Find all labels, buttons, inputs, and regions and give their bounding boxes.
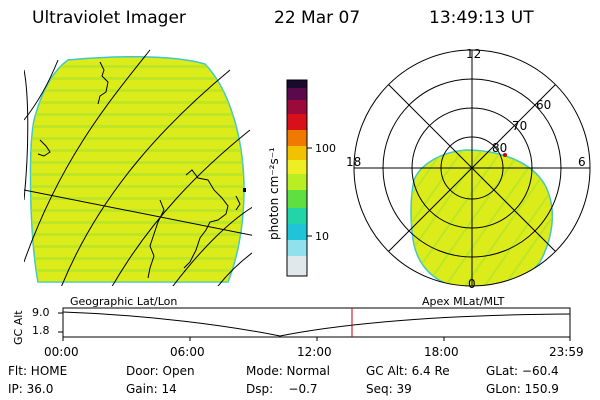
date-label: 22 Mar 07 [274,8,361,28]
colorbar-tick-10: 10 [315,230,329,243]
timeline-y-label: GC Alt [12,310,25,345]
timeline-y-tick-max: 9.0 [32,306,50,319]
info-seq: Seq: 39 [366,382,412,396]
info-gc-alt: GC Alt: 6.4 Re [366,364,450,378]
info-ip: IP: 36.0 [8,382,54,396]
mlt-label-12: 12 [466,47,481,61]
info-dsp: Dsp: −0.7 [246,382,318,396]
timeline-x-tick-0: 00:00 [44,345,79,359]
timeline-x-tick-2: 12:00 [297,345,332,359]
geographic-map [24,49,252,286]
info-mode: Mode: Normal [246,364,330,378]
mlat-label-70: 70 [512,119,527,133]
graticule [24,49,252,286]
timeline-x-tick-1: 06:00 [170,345,205,359]
mlt-label-0: 0 [468,277,476,291]
coastlines [37,61,241,279]
mlat-label-60: 60 [536,98,551,112]
mlt-label-18: 18 [346,155,361,169]
info-glat: GLat: −60.4 [486,364,559,378]
colorbar: 100 10 photon cm⁻²s⁻¹ [267,79,336,277]
altitude-timeline: GC Alt [12,307,571,345]
info-flight: Flt: HOME [8,364,68,378]
timeline-x-tick-4: 23:59 [549,345,584,359]
mlat-label-80: 80 [492,141,507,155]
info-gain: Gain: 14 [126,382,177,396]
colorbar-unit-label: photon cm⁻²s⁻¹ [267,147,281,240]
altitude-curve [62,311,571,337]
instrument-title: Ultraviolet Imager [32,8,186,28]
polar-plot: 12 18 6 0 60 70 80 [346,47,591,291]
info-door: Door: Open [126,364,195,378]
timeline-y-tick-min: 1.8 [32,324,50,337]
timeline-frame [62,307,571,338]
mlt-label-6: 6 [578,155,586,169]
time-label: 13:49:13 UT [429,8,534,28]
right-panel-label: Apex MLat/MLT [422,295,505,308]
left-panel-label: Geographic Lat/Lon [70,295,178,308]
colorbar-tick-100: 100 [315,142,336,155]
timeline-x-tick-3: 18:00 [424,345,459,359]
info-glon: GLon: 150.9 [486,382,559,396]
